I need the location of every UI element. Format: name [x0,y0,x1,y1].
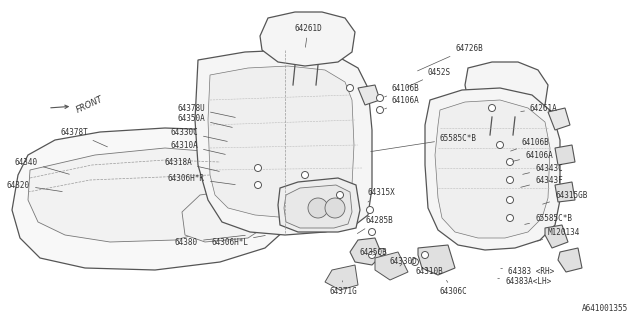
Text: 64378U: 64378U [177,103,236,117]
Circle shape [325,198,345,218]
Text: 64726B: 64726B [417,44,483,71]
Polygon shape [358,85,380,105]
Text: 64350B: 64350B [360,247,388,257]
Circle shape [337,191,344,198]
Polygon shape [418,245,455,275]
Text: 64340: 64340 [15,157,69,174]
Polygon shape [350,238,382,265]
Polygon shape [12,128,295,270]
Circle shape [308,198,328,218]
Text: 64330C: 64330C [170,127,227,141]
Text: 64106B: 64106B [511,138,550,151]
Text: FRONT: FRONT [51,95,105,115]
Polygon shape [545,225,568,248]
Text: 64383 <RH>: 64383 <RH> [500,268,554,276]
Text: A641001355: A641001355 [582,304,628,313]
Text: 64285B: 64285B [357,215,393,234]
Circle shape [506,177,513,183]
Polygon shape [555,145,575,165]
Polygon shape [465,62,548,118]
Text: 65585C*B: 65585C*B [371,133,477,152]
Circle shape [367,206,374,213]
Polygon shape [260,12,355,66]
Text: 64318A: 64318A [164,157,220,172]
Text: 64371G: 64371G [330,281,358,297]
Polygon shape [182,188,268,242]
Text: 0452S: 0452S [408,68,451,87]
Text: 64310B: 64310B [415,268,443,276]
Circle shape [376,107,383,114]
Polygon shape [208,66,354,218]
Polygon shape [28,148,242,242]
Polygon shape [425,88,560,250]
Text: 65585C*B: 65585C*B [525,213,572,224]
Text: 64306C: 64306C [440,280,468,297]
Text: 64306H*L: 64306H*L [211,236,265,246]
Text: 64261D: 64261D [294,23,322,47]
Polygon shape [325,265,358,290]
Circle shape [369,228,376,236]
Polygon shape [555,182,575,202]
Text: 64106B: 64106B [385,84,420,97]
Circle shape [301,172,308,179]
Text: 64350A: 64350A [177,114,232,127]
Circle shape [369,252,376,259]
Circle shape [346,84,353,92]
Text: M120134: M120134 [538,228,580,241]
Text: 64106A: 64106A [513,150,553,161]
Text: 64380: 64380 [175,235,245,246]
Circle shape [506,214,513,221]
Polygon shape [548,108,570,130]
Text: 64306H*R: 64306H*R [168,173,236,185]
Polygon shape [375,252,408,280]
Polygon shape [278,178,360,232]
Polygon shape [284,185,352,228]
Circle shape [497,141,504,148]
Circle shape [488,105,495,111]
Text: 64330D: 64330D [390,258,418,267]
Circle shape [422,252,429,259]
Circle shape [412,259,419,266]
Circle shape [378,249,385,255]
Text: 64343F: 64343F [521,175,563,187]
Circle shape [255,164,262,172]
Circle shape [506,158,513,165]
Text: 64261A: 64261A [521,103,557,113]
Text: 64378T: 64378T [60,127,108,147]
Polygon shape [435,100,550,238]
Text: 64106A: 64106A [385,95,420,109]
Polygon shape [195,50,372,235]
Text: 64383A<LH>: 64383A<LH> [498,277,551,286]
Text: 64310A: 64310A [170,140,225,154]
Polygon shape [558,248,582,272]
Circle shape [506,196,513,204]
Text: 64315GB: 64315GB [543,190,588,204]
Text: 64343C: 64343C [523,164,563,174]
Circle shape [376,94,383,101]
Text: 64320: 64320 [7,180,62,192]
Circle shape [255,181,262,188]
Text: 64315X: 64315X [368,188,396,202]
